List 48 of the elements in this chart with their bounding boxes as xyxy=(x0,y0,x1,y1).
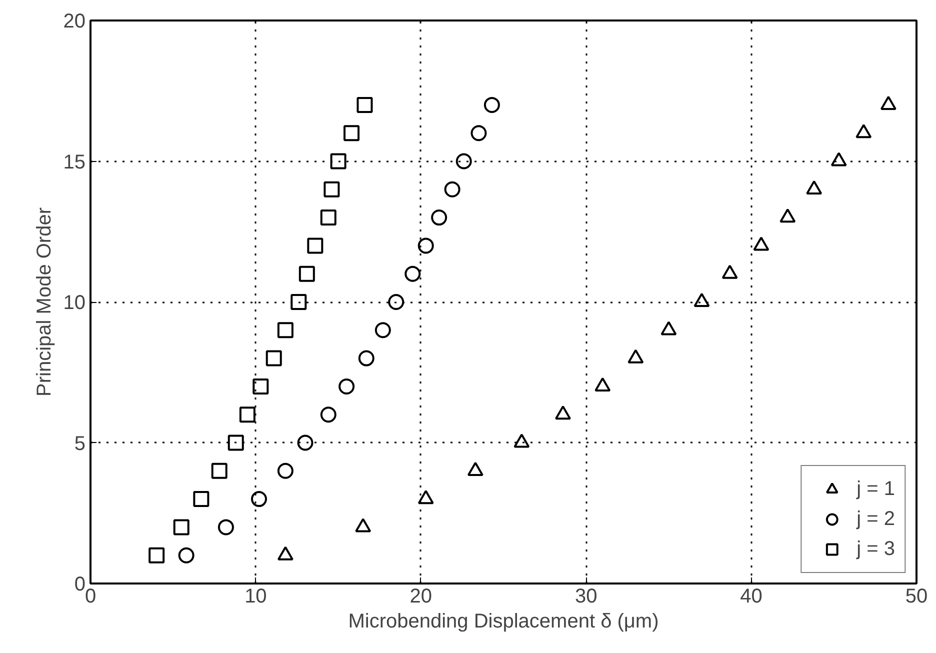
point xyxy=(374,322,391,338)
y-tick-label: 10 xyxy=(63,292,86,314)
point xyxy=(307,238,324,254)
point xyxy=(330,153,346,170)
x-tick-label: 30 xyxy=(574,586,598,608)
point xyxy=(344,125,360,142)
point xyxy=(484,96,500,113)
point xyxy=(388,294,404,310)
point xyxy=(320,406,336,423)
x-tick-label: 40 xyxy=(740,586,762,608)
point xyxy=(251,491,268,508)
point xyxy=(178,547,194,564)
point xyxy=(173,519,190,536)
x-tick-label: 10 xyxy=(244,586,267,608)
point xyxy=(297,434,314,451)
point xyxy=(320,210,336,226)
point xyxy=(290,294,307,310)
y-tick-label: 15 xyxy=(63,151,86,174)
point xyxy=(148,547,165,564)
y-tick-label: 5 xyxy=(74,432,86,455)
point xyxy=(444,181,460,198)
legend-label: j = 1 xyxy=(856,476,895,502)
point xyxy=(228,434,244,451)
point xyxy=(277,462,294,479)
x-axis-title: Microbending Displacement δ (μm) xyxy=(348,610,659,632)
point xyxy=(218,519,234,536)
point xyxy=(277,322,294,338)
point xyxy=(356,96,373,113)
point xyxy=(418,238,434,254)
legend-label: j = 3 xyxy=(856,536,895,562)
y-tick-label: 20 xyxy=(63,10,86,32)
point xyxy=(252,378,269,394)
point xyxy=(338,378,355,394)
legend-label: j = 2 xyxy=(856,506,895,532)
x-tick-label: 20 xyxy=(410,586,432,608)
point xyxy=(193,491,210,508)
point xyxy=(358,350,374,366)
point xyxy=(239,406,256,423)
point xyxy=(470,125,487,142)
y-axis-title: Principal Mode Order xyxy=(33,207,56,396)
point xyxy=(431,210,448,226)
point xyxy=(298,266,315,282)
point xyxy=(324,181,340,198)
point xyxy=(211,462,228,479)
point xyxy=(404,266,421,282)
point xyxy=(266,350,282,366)
x-tick-label: 50 xyxy=(905,586,928,608)
point xyxy=(456,153,472,170)
